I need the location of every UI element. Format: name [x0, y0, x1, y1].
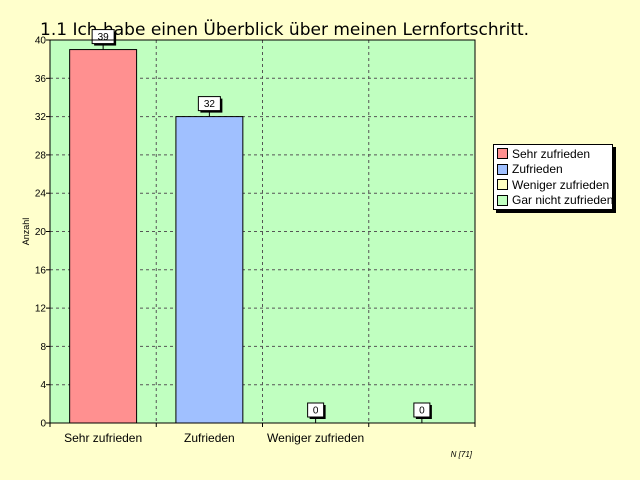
legend-label: Gar nicht zufrieden: [512, 193, 614, 208]
y-tick-label: 24: [35, 189, 47, 200]
data-label: 0: [413, 402, 432, 423]
y-tick-label: 4: [40, 380, 46, 391]
axes: 0 4 8 12 16 20 24 28 32 36 40 Sehr zufrieden Zufried…: [35, 36, 476, 445]
bar: [175, 116, 244, 424]
x-tick-label: Zufrieden: [184, 431, 235, 445]
x-tick-label: Sehr zufrieden: [64, 431, 142, 445]
legend-item: Sehr zufrieden: [497, 146, 612, 162]
data-label-text: 0: [419, 406, 425, 417]
y-tick-label: 20: [35, 227, 47, 238]
chart-title: 1.1 Ich habe einen Überblick über meinen…: [40, 20, 530, 40]
legend-swatch: [497, 179, 508, 191]
bars: [69, 49, 244, 424]
data-label-text: 32: [204, 99, 216, 110]
data-label-box: [413, 402, 431, 418]
data-label-box: [307, 402, 325, 418]
legend-swatch: [497, 163, 508, 175]
data-label-box: [197, 96, 221, 112]
y-tick-label: 0: [40, 419, 46, 430]
y-tick-label: 8: [40, 342, 46, 353]
y-tick-label: 28: [35, 150, 47, 161]
legend-label: Weniger zufrieden: [512, 177, 610, 192]
y-axis-label: Anzahl: [21, 218, 31, 246]
legend-item: Weniger zufrieden: [497, 177, 612, 193]
y-tick-label: 40: [35, 36, 47, 47]
legend-label: Zufrieden: [512, 162, 563, 177]
legend: Sehr zufrieden Zufrieden Weniger zufrieden…: [493, 144, 613, 210]
legend-label: Sehr zufrieden: [512, 146, 591, 161]
y-tick-label: 16: [35, 265, 47, 276]
legend-swatch: [497, 148, 508, 160]
bar: [69, 49, 138, 424]
legend-swatch: [497, 194, 508, 206]
data-label: 0: [307, 402, 326, 423]
data-label-text: 0: [313, 406, 319, 417]
legend-item: Gar nicht zufrieden: [497, 193, 614, 209]
data-labels: 39 32 0 0: [91, 29, 432, 423]
y-tick-label: 36: [35, 74, 47, 85]
y-tick-label: 32: [35, 112, 47, 123]
data-label-text: 39: [98, 32, 110, 43]
y-tick-label: 12: [35, 304, 47, 315]
data-label: 32: [197, 96, 223, 117]
sample-size-note: N [71]: [451, 450, 473, 459]
x-tick-label: Weniger zufrieden: [267, 431, 364, 445]
legend-item: Zufrieden: [497, 162, 612, 178]
